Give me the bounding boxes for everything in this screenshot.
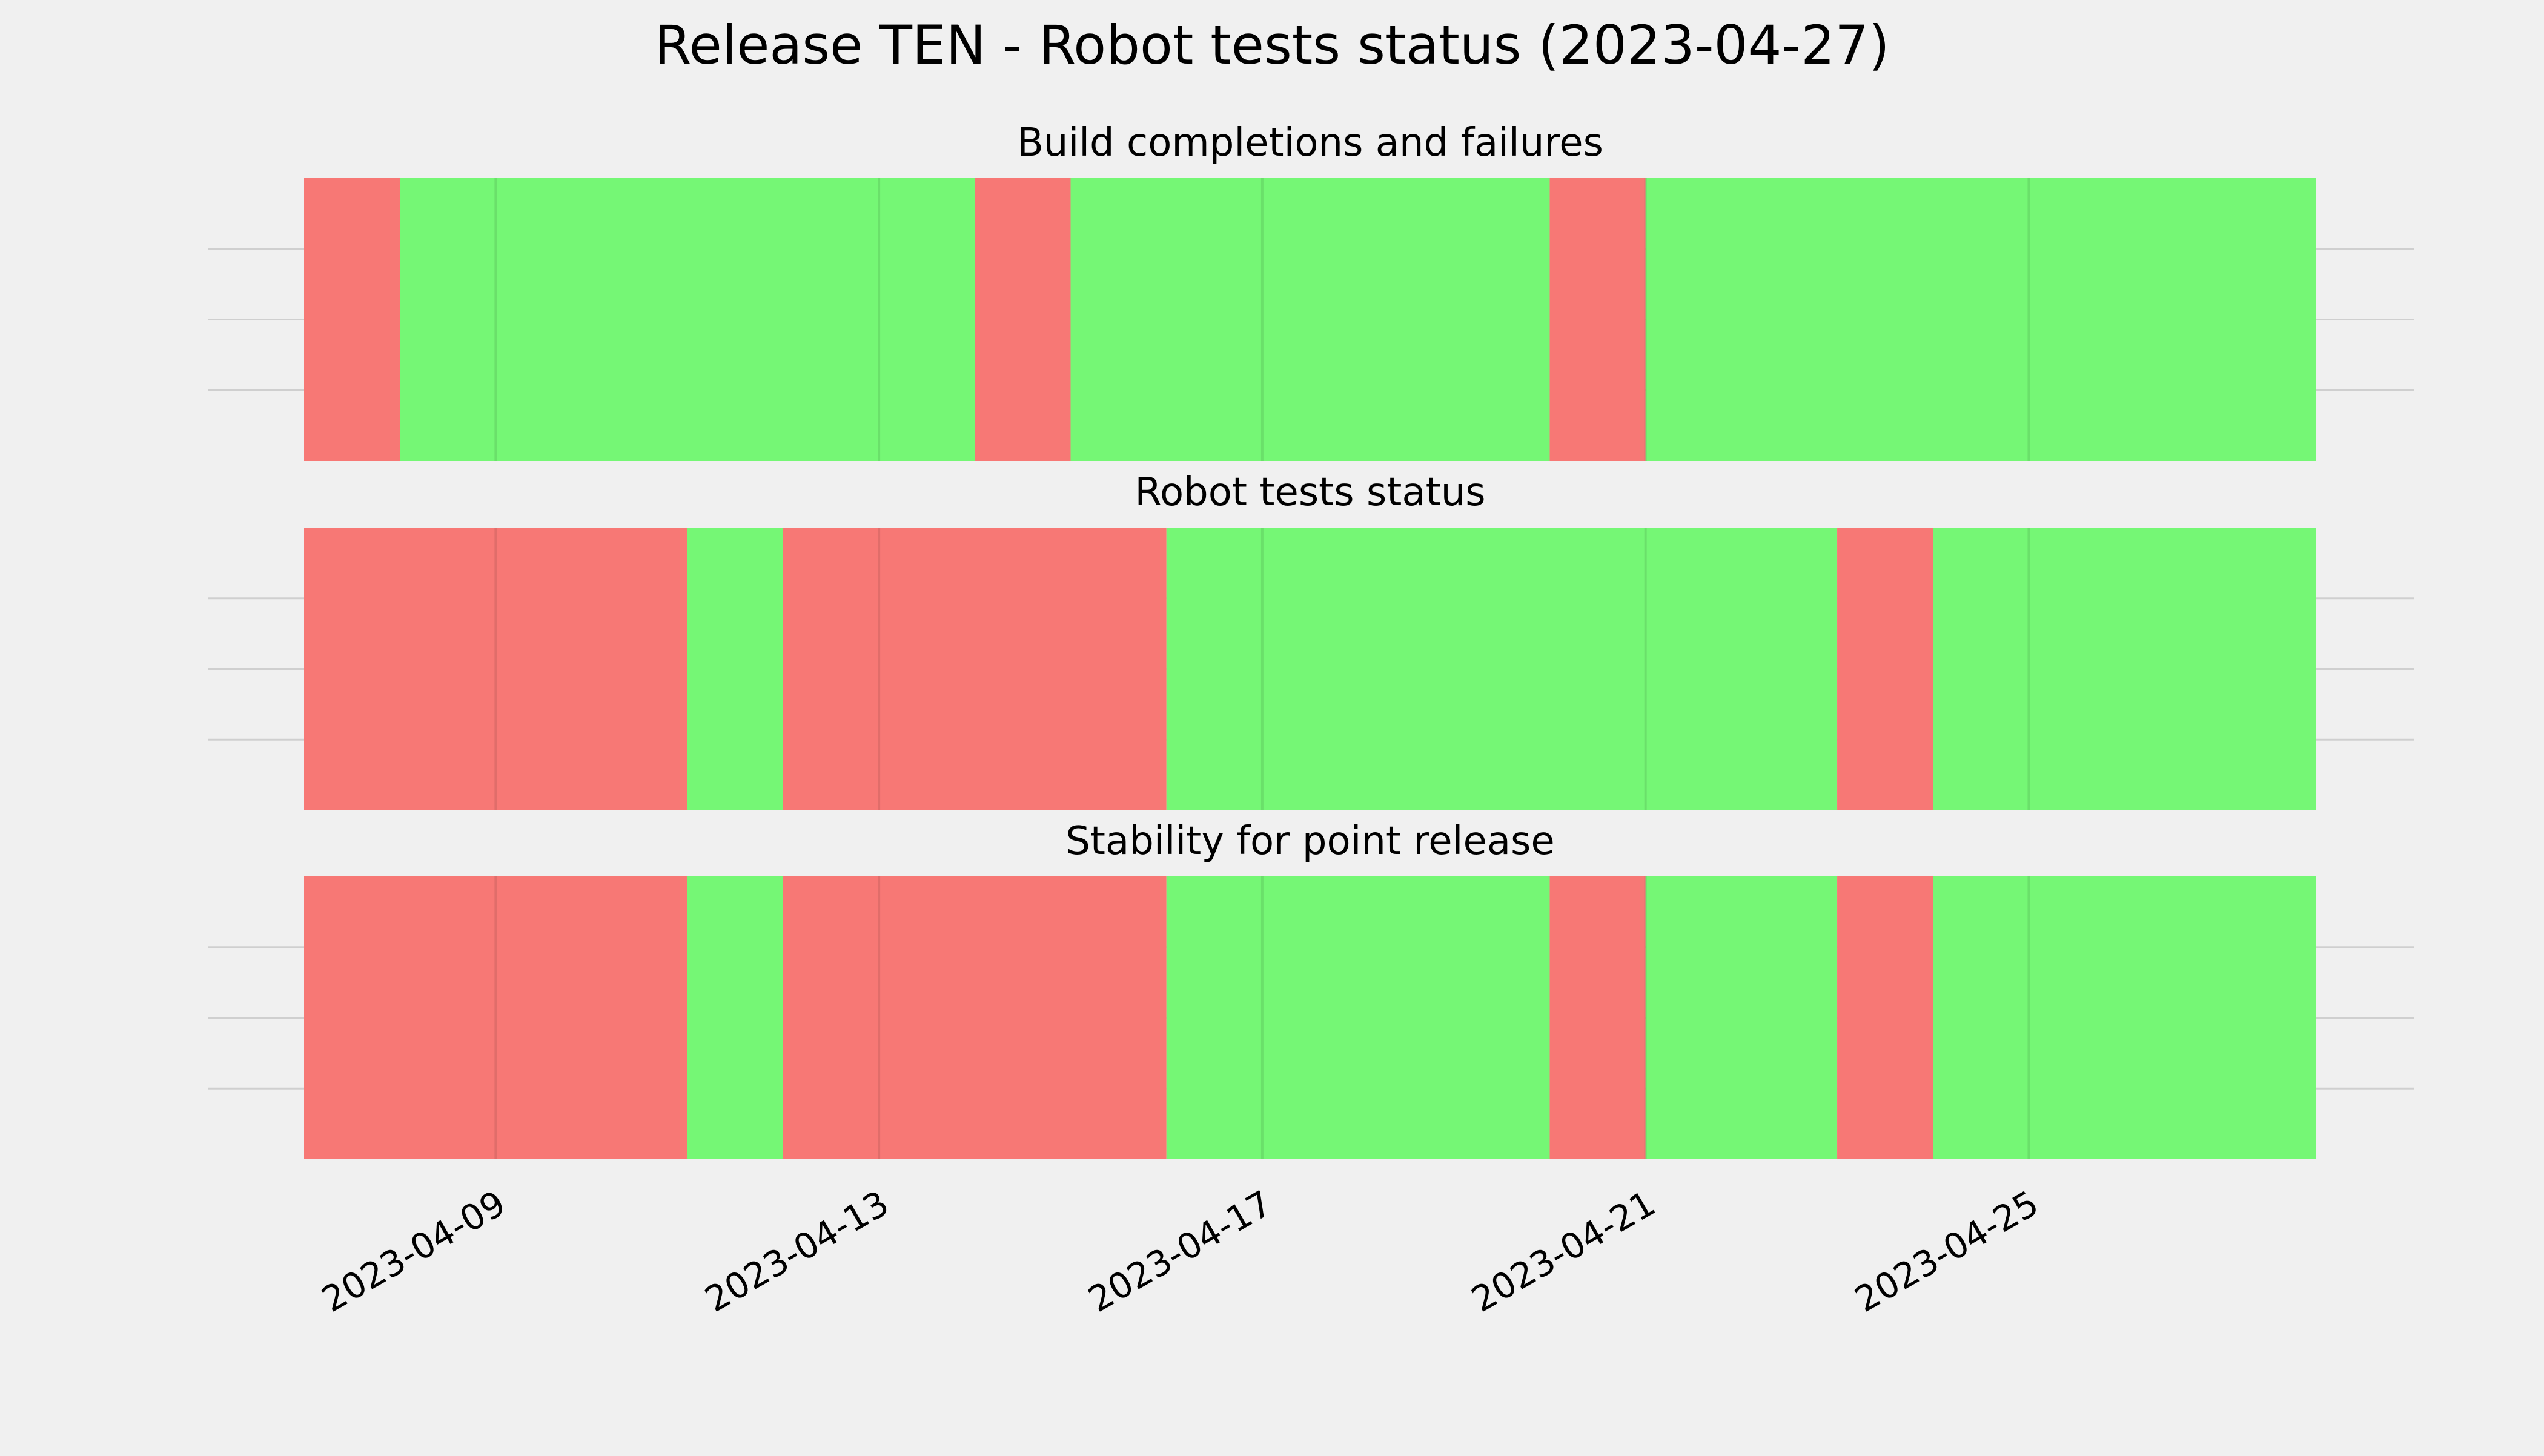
- panel-1-segment-3-fail: [975, 178, 1071, 461]
- panel-1-segment-5-fail: [1549, 178, 1646, 461]
- panel-2-segment-1-fail: [304, 528, 687, 810]
- panel-2-segment-2-pass: [687, 528, 783, 810]
- panel-2-segment-6-pass: [1933, 528, 2316, 810]
- panel-2-segment-5-fail: [1837, 528, 1933, 810]
- panel-1-segment-1-fail: [304, 178, 400, 461]
- panel-1-title: Build completions and failures: [1017, 121, 1603, 165]
- panel-2-title: Robot tests status: [1135, 470, 1485, 515]
- panel-1-segment-4-pass: [1070, 178, 1550, 461]
- panel-2-segment-3-fail: [783, 528, 1167, 810]
- panel-1: Build completions and failures: [208, 121, 2414, 461]
- panel-3-segment-6-pass: [1645, 876, 1838, 1159]
- panels-layer: Build completions and failures Robot test…: [208, 121, 2414, 1159]
- panel-3-segment-8-pass: [1933, 876, 2316, 1159]
- panel-2: Robot tests status: [208, 470, 2414, 810]
- panel-3-title: Stability for point release: [1065, 819, 1555, 864]
- panel-3: Stability for point release: [208, 819, 2414, 1159]
- panel-1-segment-2-pass: [400, 178, 975, 461]
- panel-3-segment-7-fail: [1837, 876, 1933, 1159]
- panel-3-segment-1-fail: [304, 876, 687, 1159]
- chart-title: Release TEN - Robot tests status (2023-0…: [654, 14, 1889, 76]
- panel-3-segment-5-fail: [1549, 876, 1646, 1159]
- panel-3-segment-2-pass: [687, 876, 783, 1159]
- panel-3-segment-3-fail: [783, 876, 1167, 1159]
- panel-2-segment-4-pass: [1166, 528, 1838, 810]
- panel-1-segment-6-pass: [1645, 178, 2316, 461]
- panel-3-segment-4-pass: [1166, 876, 1550, 1159]
